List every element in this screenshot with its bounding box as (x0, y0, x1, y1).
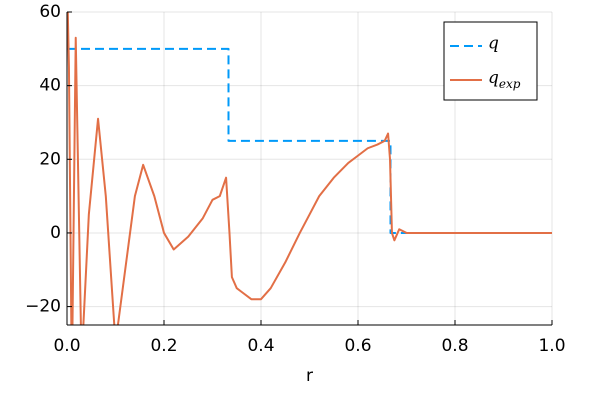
axes: 0.0 0.2 0.4 0.6 0.8 1.0 −20 0 20 40 60 (25, 2, 565, 356)
legend-box (443, 21, 538, 101)
plot-area (67, 12, 552, 325)
y-tick-label: 40 (39, 76, 61, 96)
x-tick-label: 0.2 (150, 336, 177, 356)
y-tick-label: 20 (39, 149, 61, 169)
legend-label: qexp (488, 68, 521, 91)
x-tick-label: 0.8 (441, 336, 468, 356)
y-tick-label: 0 (50, 223, 61, 243)
x-tick-label: 0.4 (247, 336, 274, 356)
series-line (67, 12, 552, 325)
x-tick-label: 0.0 (53, 336, 80, 356)
x-tick-label: 1.0 (538, 336, 565, 356)
y-tick-label: −20 (25, 297, 61, 317)
x-tick-label: 0.6 (344, 336, 371, 356)
legend-label: q (488, 34, 499, 54)
x-axis-label: r (306, 366, 313, 386)
y-tick-label: 60 (39, 2, 61, 22)
legend: q qexp (443, 21, 538, 101)
